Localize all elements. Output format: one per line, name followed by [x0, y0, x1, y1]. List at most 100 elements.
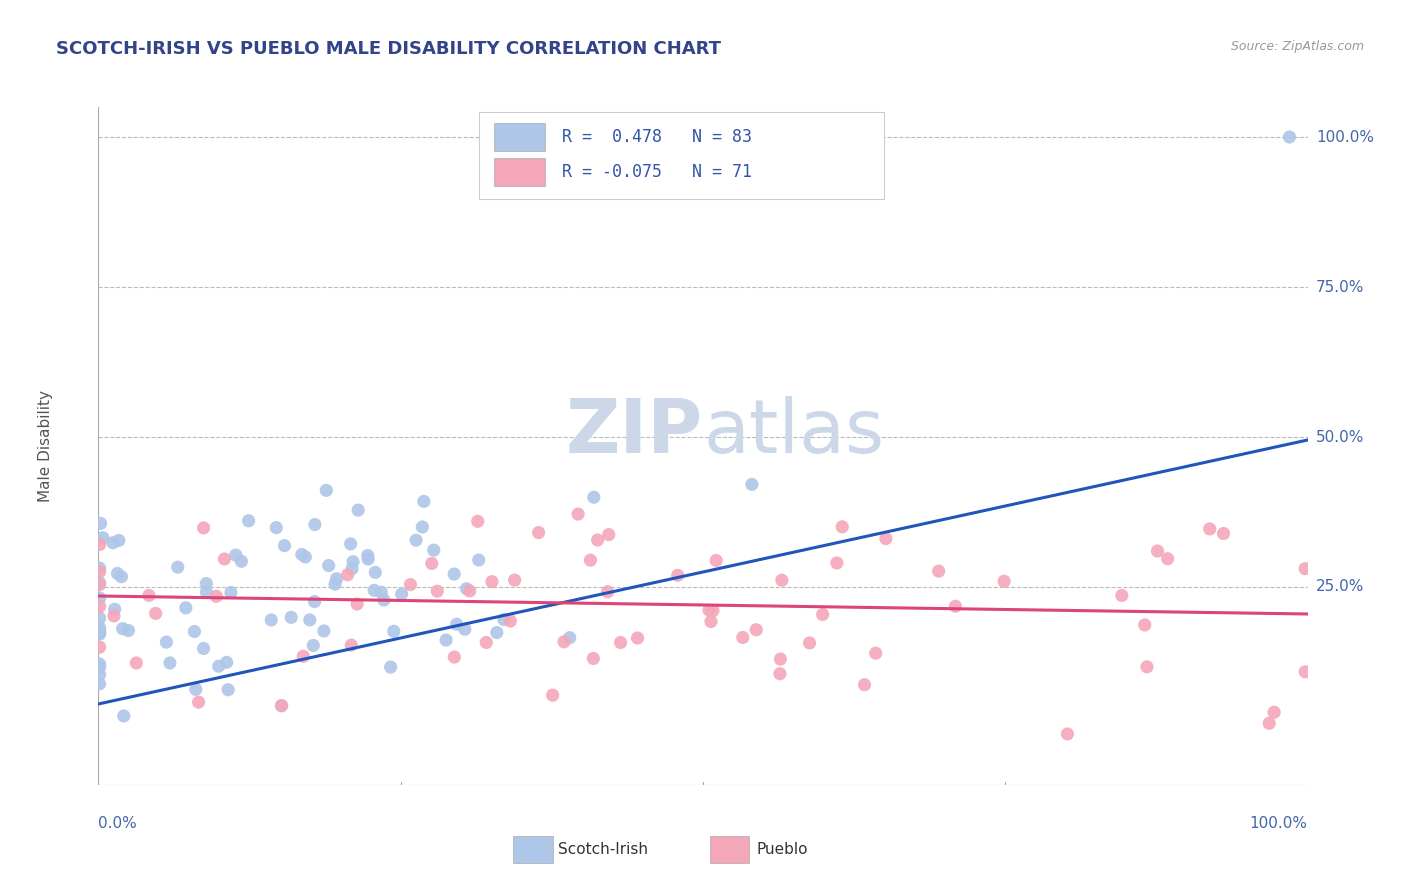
Point [596, 584, 619, 599]
Point [399, 577, 422, 591]
Point [273, 539, 295, 553]
Point [382, 624, 405, 639]
Point [745, 623, 768, 637]
Point [456, 582, 478, 596]
Point [215, 656, 238, 670]
Point [1198, 522, 1220, 536]
Point [89, 591, 111, 605]
Point [89, 611, 111, 625]
Point [405, 533, 427, 548]
FancyBboxPatch shape [479, 112, 884, 199]
Point [266, 521, 288, 535]
Point [304, 517, 326, 532]
Point [138, 588, 160, 602]
Point [811, 607, 834, 622]
Point [347, 503, 370, 517]
Point [443, 650, 465, 665]
Text: R = -0.075   N = 71: R = -0.075 N = 71 [561, 163, 752, 181]
Point [467, 514, 489, 528]
Point [446, 617, 468, 632]
Point [1136, 660, 1159, 674]
Point [304, 594, 326, 608]
Point [214, 552, 236, 566]
Point [770, 573, 793, 587]
Point [107, 566, 129, 581]
Point [492, 613, 515, 627]
Point [598, 527, 620, 541]
Point [107, 533, 129, 548]
Point [731, 631, 754, 645]
Point [582, 651, 605, 665]
Point [89, 561, 111, 575]
Point [485, 625, 508, 640]
Point [412, 494, 434, 508]
Point [340, 561, 363, 575]
Point [145, 607, 167, 621]
Point [291, 548, 314, 562]
Point [458, 583, 481, 598]
Point [205, 590, 228, 604]
FancyBboxPatch shape [494, 158, 544, 186]
Point [769, 652, 792, 666]
Point [89, 565, 111, 579]
Point [89, 599, 111, 614]
Point [1294, 665, 1316, 679]
Point [219, 585, 242, 599]
Point [420, 557, 443, 571]
Point [89, 627, 111, 641]
Point [423, 543, 446, 558]
Point [89, 624, 111, 639]
Text: Source: ZipAtlas.com: Source: ZipAtlas.com [1230, 40, 1364, 54]
Text: Male Disability: Male Disability [38, 390, 53, 502]
Point [89, 677, 111, 691]
Point [346, 597, 368, 611]
Point [1263, 706, 1285, 720]
Point [697, 603, 720, 617]
Point [174, 600, 197, 615]
Text: SCOTCH-IRISH VS PUEBLO MALE DISABILITY CORRELATION CHART: SCOTCH-IRISH VS PUEBLO MALE DISABILITY C… [56, 40, 721, 58]
Text: 25.0%: 25.0% [1316, 580, 1364, 594]
Point [853, 678, 876, 692]
Point [609, 635, 631, 649]
Point [89, 537, 111, 551]
Point [339, 537, 361, 551]
Point [318, 558, 340, 573]
Text: R =  0.478   N = 83: R = 0.478 N = 83 [561, 128, 752, 146]
Point [294, 549, 316, 564]
Point [741, 477, 763, 491]
Point [357, 552, 380, 566]
Point [225, 548, 247, 562]
Point [231, 554, 253, 568]
Text: 100.0%: 100.0% [1316, 129, 1374, 145]
Point [1156, 551, 1178, 566]
Point [90, 516, 112, 531]
Point [270, 698, 292, 713]
Point [280, 610, 302, 624]
Point [1146, 544, 1168, 558]
Point [89, 657, 111, 671]
Point [454, 622, 477, 636]
Text: 100.0%: 100.0% [1250, 815, 1308, 830]
Point [89, 621, 111, 635]
Point [312, 624, 335, 638]
Point [1212, 526, 1234, 541]
Text: 50.0%: 50.0% [1316, 430, 1364, 444]
Point [586, 533, 609, 547]
Point [411, 520, 433, 534]
Point [527, 525, 550, 540]
Point [111, 622, 134, 636]
Point [195, 576, 218, 591]
Point [184, 682, 207, 697]
Point [993, 574, 1015, 589]
Point [1278, 130, 1301, 145]
Point [117, 624, 139, 638]
Point [364, 566, 387, 580]
Text: atlas: atlas [703, 396, 884, 469]
Point [380, 660, 402, 674]
Point [1258, 716, 1281, 731]
Point [104, 602, 127, 616]
Point [336, 567, 359, 582]
Point [541, 688, 564, 702]
Point [799, 636, 821, 650]
Point [443, 567, 465, 582]
